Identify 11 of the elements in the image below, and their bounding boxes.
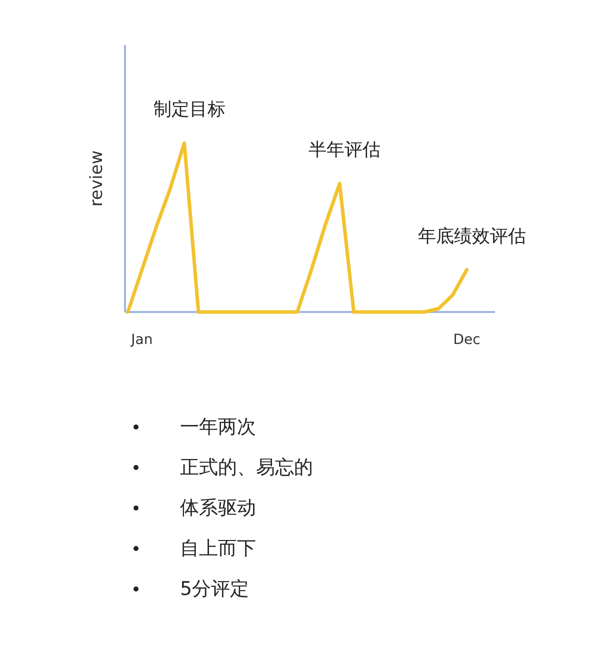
text: 一年两次: [180, 416, 256, 438]
text: 自上而下: [180, 538, 256, 560]
annotation: 年底绩效评估: [418, 226, 526, 247]
annotation: 半年评估: [308, 140, 381, 161]
text: 正式的、易忘的: [180, 456, 313, 478]
y-axis-title: review: [87, 150, 107, 207]
text: 5分评定: [180, 578, 250, 600]
x-tick-label: Dec: [453, 332, 480, 348]
annotation: 制定目标: [153, 99, 226, 120]
x-tick-label: Jan: [130, 332, 153, 348]
text: 体系驱动: [180, 497, 256, 519]
